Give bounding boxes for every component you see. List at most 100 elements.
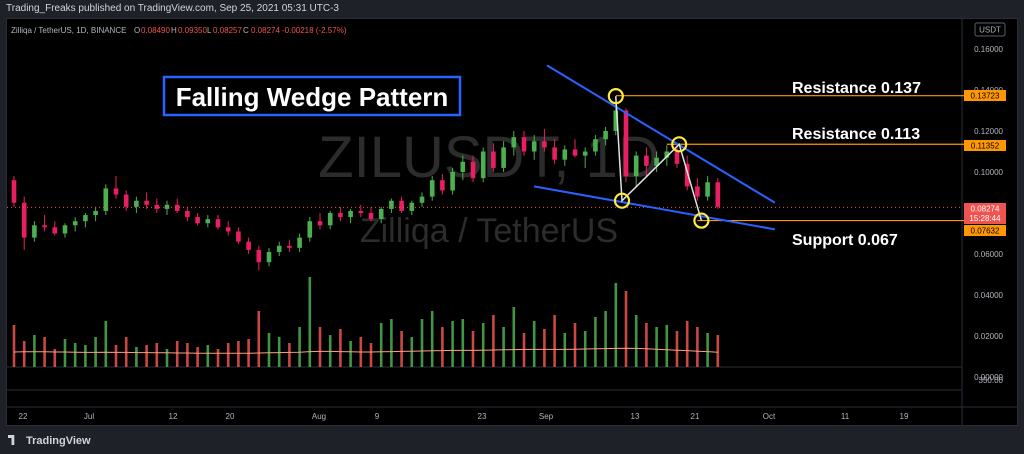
candle-body: [664, 151, 670, 158]
candles: [11, 96, 721, 271]
volume-bar: [288, 343, 291, 367]
candle-body: [460, 161, 466, 172]
time-axis: 22 Jul 12 20 Aug 9 23 Sep 13 21 Oct 11 19: [19, 412, 909, 421]
volume-bar: [257, 311, 261, 367]
volume-bar: [420, 319, 424, 367]
time-axis-tick: 20: [226, 412, 235, 421]
pivot-circle: [613, 192, 631, 209]
candle-body: [399, 200, 404, 211]
candle-body: [123, 194, 129, 207]
time-axis-tick: 9: [375, 412, 380, 421]
ohlc-change: -0.00218 (-2.57%): [282, 26, 347, 35]
volume-bar: [696, 327, 699, 367]
candle-body: [154, 204, 160, 209]
volume-bar: [277, 337, 281, 367]
candle-body: [603, 131, 608, 140]
symbol-line: Zilliqa / TetherUS, 1D, BINANCE: [11, 26, 126, 35]
volume-bar: [471, 331, 475, 367]
candle-body: [113, 188, 119, 195]
volume-bar: [349, 341, 352, 367]
candle-body: [531, 141, 537, 152]
candle-body: [236, 231, 241, 242]
svg-text:0.08274: 0.08274: [971, 205, 1000, 214]
price-axis-tick: 0.12000: [974, 127, 1003, 136]
volume-bar: [145, 345, 148, 367]
candle-body: [256, 249, 262, 263]
ohlc-h-label: H: [171, 26, 177, 35]
volume-bar: [522, 333, 526, 367]
candle-body: [582, 151, 588, 156]
footer-brand: TradingView: [26, 435, 91, 447]
volume-bar: [390, 319, 393, 367]
volume-bar: [604, 311, 607, 367]
svg-text:0.07632: 0.07632: [971, 227, 1000, 236]
candle-body: [164, 204, 170, 209]
volume-bar: [206, 345, 210, 367]
volume-bar: [175, 341, 179, 367]
volume-bar: [634, 315, 638, 367]
volume-bar: [104, 321, 108, 367]
time-axis-tick: 13: [631, 412, 640, 421]
volume-bar: [665, 325, 669, 367]
candle-body: [409, 202, 415, 211]
candle-body: [195, 217, 200, 224]
volume-bar: [512, 307, 516, 367]
volume-bar: [400, 331, 403, 367]
price-tag-support: 0.07632: [964, 225, 1006, 236]
volume-bar: [379, 323, 383, 367]
volume-bar: [492, 315, 495, 367]
currency-badge[interactable]: [974, 22, 1006, 37]
volume-bar: [451, 321, 454, 367]
pivot-circle: [693, 212, 710, 229]
publisher-line: Trading_Freaks published on TradingView.…: [0, 0, 1024, 18]
volume-bar: [685, 321, 689, 367]
candle-body: [72, 221, 78, 226]
volume-bar: [73, 343, 77, 367]
time-axis-tick: 23: [478, 412, 487, 421]
volume-bar: [716, 335, 720, 367]
volume-bar: [614, 283, 618, 367]
volume-bar: [308, 277, 312, 367]
volume-bar: [502, 327, 505, 367]
ohlc-readout: O 0.08490 H 0.09350 L 0.08257 C 0.08274 …: [134, 26, 347, 35]
time-axis-tick: 12: [169, 412, 178, 421]
volume-bar: [410, 337, 414, 367]
watermark-name: Zilliqa / TetherUS: [360, 212, 618, 250]
volume-bar: [155, 343, 159, 367]
price-axis-tick: 0.10000: [974, 168, 1003, 177]
volume-bar: [441, 327, 444, 367]
ohlc-l-label: L: [207, 26, 212, 35]
volume-bar: [12, 325, 16, 367]
candlestick-chart[interactable]: Zilliqa / TetherUS, 1D, BINANCE O 0.0849…: [7, 19, 1017, 425]
volume-bar: [553, 315, 556, 367]
candle-body: [215, 219, 221, 228]
time-axis-tick: 22: [19, 412, 28, 421]
candle-body: [185, 210, 190, 218]
tradingview-logo[interactable]: TradingView: [8, 435, 91, 447]
pivot-circle: [671, 136, 688, 153]
ohlc-c-value: 0.08274: [251, 26, 280, 35]
candle-body: [470, 161, 476, 179]
candle-body: [613, 110, 619, 131]
chart-area[interactable]: Zilliqa / TetherUS, 1D, BINANCE O 0.0849…: [6, 18, 1018, 426]
candle-body: [695, 186, 700, 197]
volume-bar: [114, 345, 118, 367]
footer: TradingView: [0, 430, 1024, 454]
candle-body: [684, 163, 690, 187]
candle-body: [174, 204, 180, 211]
volume-bar: [543, 329, 546, 367]
candle-body: [103, 188, 109, 211]
time-axis-tick: Sep: [539, 412, 554, 421]
ohlc-c-label: C: [243, 26, 249, 35]
wedge-upper-line: [546, 64, 776, 204]
time-axis-tick: Oct: [763, 412, 776, 421]
candle-body: [511, 137, 517, 148]
volume-bars: [12, 277, 720, 367]
candle-body: [480, 151, 486, 179]
volume-bar: [135, 347, 138, 367]
time-axis-tick: 19: [900, 412, 909, 421]
candle-body: [134, 200, 139, 207]
pattern-title: Falling Wedge Pattern: [176, 82, 449, 112]
resistance-label-1: Resistance 0.137: [792, 80, 921, 97]
candle-body: [246, 241, 251, 250]
